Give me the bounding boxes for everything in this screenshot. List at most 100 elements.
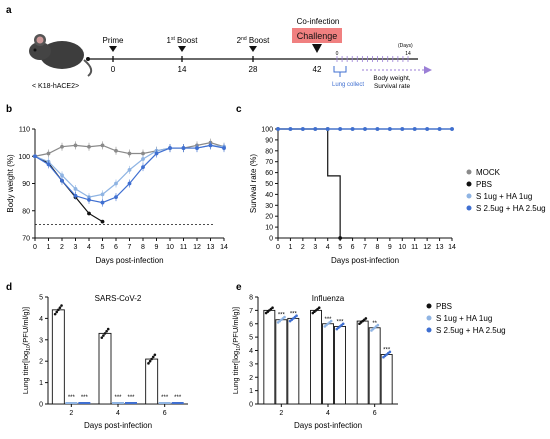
y-tick-label: 100	[261, 127, 273, 134]
y-tick-label: 1	[39, 380, 43, 387]
x-tick-label: 6	[373, 410, 377, 417]
bar-dot	[150, 357, 153, 361]
data-point	[73, 143, 78, 148]
data-point	[73, 193, 78, 198]
data-point	[313, 127, 318, 131]
y-tick-label: 90	[22, 181, 30, 188]
data-point	[375, 127, 380, 131]
down-arrow-icon	[249, 46, 257, 52]
y-tick-label: 90	[265, 137, 273, 144]
panel-label-b: b	[6, 104, 12, 115]
data-point	[127, 151, 132, 156]
svg-text:0: 0	[111, 65, 116, 74]
svg-text:1st Boost: 1st Boost	[166, 36, 198, 45]
legend-dot	[426, 327, 432, 333]
data-point	[141, 157, 145, 161]
x-tick-label: 4	[116, 410, 120, 417]
x-axis-title: Days post-infection	[331, 256, 399, 265]
x-tick-label: 1	[288, 244, 292, 251]
legend-label: PBS	[436, 302, 452, 311]
significance-label: ***	[324, 317, 332, 323]
bar-dot	[105, 329, 108, 333]
y-tick-label: 0	[249, 402, 253, 409]
x-tick-label: 9	[155, 244, 159, 251]
bar-dot	[58, 306, 62, 310]
data-point	[141, 151, 145, 156]
x-tick-label: 2	[69, 410, 73, 417]
bar	[356, 320, 369, 405]
bar-dot	[329, 319, 333, 323]
x-tick-label: 7	[128, 244, 132, 251]
svg-text:28: 28	[249, 65, 258, 74]
bar-dot	[53, 312, 57, 316]
data-point	[325, 127, 330, 131]
survival-label: Survival rate	[374, 83, 411, 90]
x-tick-label: 12	[193, 244, 201, 251]
bar	[275, 319, 288, 405]
data-point	[300, 127, 305, 131]
bar-dot	[364, 317, 368, 320]
x-tick-label: 8	[375, 244, 379, 251]
timeline-event-prime: Prime 0	[103, 36, 124, 74]
svg-text:14: 14	[178, 65, 187, 74]
data-point	[87, 144, 91, 149]
x-tick-label: 6	[114, 244, 118, 251]
timeline-start-dot	[86, 57, 90, 61]
y-tick-label: 100	[18, 154, 30, 161]
data-point	[100, 143, 105, 148]
data-point	[450, 127, 454, 131]
y-tick-label: 110	[19, 127, 30, 134]
legend-label: PBS	[476, 180, 492, 189]
data-point	[288, 127, 293, 131]
significance-label: ***	[161, 395, 169, 401]
chart-title: Influenza	[312, 294, 345, 303]
x-axis-title: Days post-infection	[95, 256, 163, 265]
data-point	[168, 146, 172, 150]
panel-label-a: a	[6, 5, 12, 16]
data-point	[181, 146, 186, 150]
data-point	[114, 181, 118, 186]
legend-label: S 1ug + HA 1ug	[436, 314, 492, 323]
data-point	[100, 219, 105, 224]
legend-dot	[466, 205, 472, 211]
x-tick-label: 13	[207, 244, 215, 251]
x-tick-label: 13	[436, 244, 444, 251]
x-tick-label: 10	[398, 244, 406, 251]
y-tick-label: 30	[265, 203, 273, 210]
significance-label: ***	[174, 395, 182, 401]
bar	[322, 323, 334, 405]
y-tick-label: 6	[249, 321, 253, 328]
bar-dot	[283, 315, 286, 319]
y-tick-label: 20	[265, 214, 273, 221]
significance-label: ***	[290, 311, 298, 317]
significance-label: ***	[278, 313, 286, 319]
data-point	[114, 148, 118, 153]
x-tick-label: 2	[301, 244, 305, 251]
data-point	[60, 173, 64, 178]
y-tick-label: 7	[249, 308, 253, 315]
x-tick-label: 14	[220, 244, 228, 251]
y-tick-label: 10	[265, 225, 273, 232]
data-point	[154, 151, 159, 156]
down-arrow-icon	[109, 46, 117, 52]
bar-dot	[100, 336, 104, 339]
y-tick-label: 2	[39, 359, 43, 366]
y-axis-title: Lung titer[log10(PFU/ml/g)]	[21, 307, 32, 394]
post-day-14: 14	[405, 51, 411, 57]
bar-dot	[151, 355, 155, 359]
y-axis-title: Lung titer[log10(PFU/ml/g)]	[231, 307, 242, 394]
data-point	[363, 127, 367, 131]
x-tick-label: 6	[351, 244, 355, 251]
post-challenge-ticks	[336, 56, 409, 62]
x-tick-label: 11	[180, 244, 187, 251]
y-tick-label: 0	[39, 402, 43, 409]
bar	[51, 309, 65, 405]
data-point	[114, 195, 118, 200]
x-tick-label: 12	[423, 244, 431, 251]
right-arrow-icon	[424, 66, 432, 74]
days-unit-label: (Days)	[398, 43, 413, 49]
bar-dot	[148, 359, 152, 363]
data-point	[46, 162, 51, 167]
data-point	[127, 167, 132, 172]
legend-label: S 2.5ug + HA 2.5ug	[476, 204, 546, 213]
